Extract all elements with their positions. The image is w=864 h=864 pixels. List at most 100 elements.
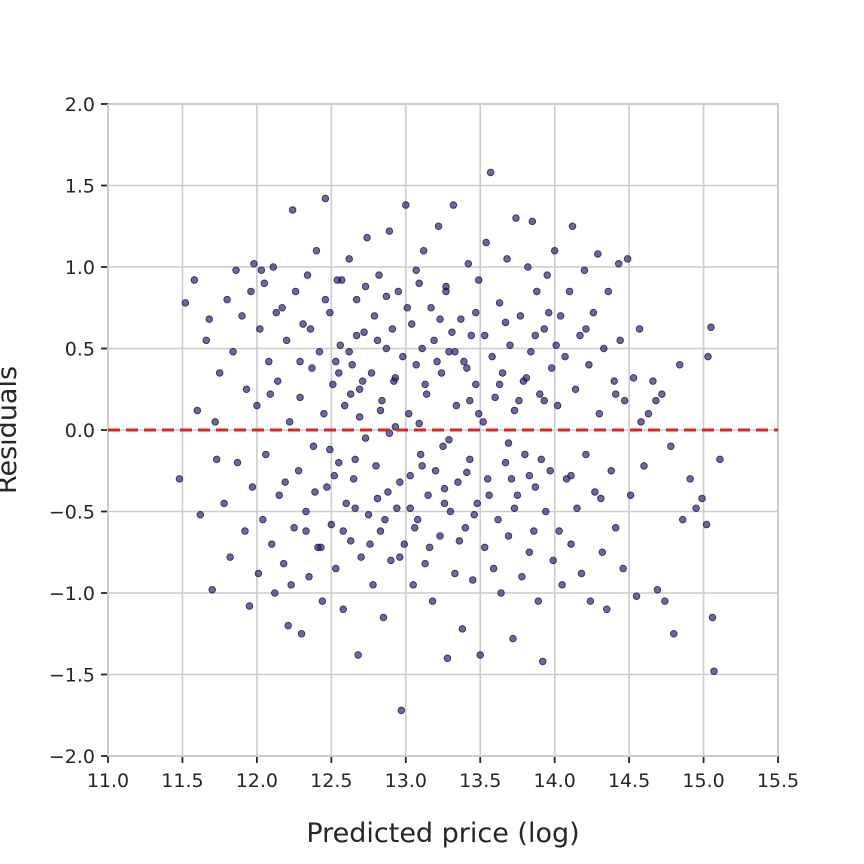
- data-point: [308, 364, 316, 372]
- data-point: [288, 206, 297, 214]
- data-point: [394, 287, 403, 296]
- data-point: [461, 524, 470, 532]
- data-point: [373, 336, 382, 345]
- data-point: [473, 499, 481, 508]
- x-tick-label: 11.0: [87, 770, 129, 792]
- data-point: [335, 458, 343, 467]
- x-tick-label: 14.5: [608, 770, 650, 792]
- data-point: [474, 276, 483, 284]
- data-point: [716, 455, 724, 464]
- data-point: [586, 597, 595, 605]
- data-point: [369, 581, 377, 589]
- data-point: [269, 263, 278, 271]
- data-point: [571, 385, 580, 394]
- data-point: [223, 295, 231, 304]
- data-point: [372, 462, 380, 470]
- data-point: [582, 325, 590, 333]
- points-layer: [175, 168, 724, 715]
- data-point: [296, 393, 304, 402]
- y-tick-label: −2.0: [49, 746, 95, 768]
- data-point: [595, 409, 604, 418]
- data-point: [431, 467, 440, 475]
- data-point: [326, 308, 334, 317]
- data-point: [437, 369, 446, 377]
- data-point: [415, 279, 423, 288]
- data-point: [321, 295, 330, 304]
- data-point: [238, 312, 246, 320]
- data-point: [640, 462, 648, 470]
- data-point: [576, 331, 584, 340]
- data-point: [412, 266, 420, 275]
- data-point: [513, 491, 522, 499]
- data-point: [212, 455, 221, 464]
- data-point: [275, 491, 283, 499]
- data-point: [271, 589, 279, 597]
- data-point: [415, 419, 423, 428]
- data-point: [406, 471, 414, 480]
- data-point: [710, 667, 718, 675]
- data-point: [501, 458, 510, 467]
- data-point: [558, 581, 566, 589]
- y-tick-label: 2.0: [65, 94, 95, 116]
- data-point: [248, 483, 257, 491]
- data-point: [266, 390, 275, 398]
- data-point: [546, 467, 554, 475]
- data-point: [436, 315, 444, 323]
- data-point: [597, 494, 605, 503]
- data-point: [472, 308, 480, 317]
- data-point: [413, 515, 422, 524]
- data-point: [351, 504, 359, 512]
- data-point: [282, 336, 291, 345]
- data-point: [302, 507, 310, 516]
- data-point: [339, 605, 347, 614]
- ticks-layer: 11.0 11.5 12.0 12.5 13.0 13.5 14.0 14.5 15.0 15.5…: [49, 94, 799, 792]
- data-point: [391, 422, 400, 431]
- data-point: [637, 418, 645, 426]
- data-point: [527, 348, 535, 356]
- data-point: [297, 630, 306, 638]
- y-tick-label: −1.0: [49, 583, 95, 605]
- data-point: [440, 499, 449, 508]
- data-point: [357, 553, 365, 561]
- data-point: [610, 377, 618, 385]
- data-point: [402, 201, 410, 209]
- data-point: [385, 227, 394, 235]
- data-point: [457, 315, 465, 323]
- data-point: [342, 499, 350, 508]
- data-point: [485, 491, 493, 499]
- data-point: [555, 527, 563, 535]
- data-point: [360, 328, 368, 336]
- data-point: [247, 287, 255, 296]
- data-point: [561, 352, 569, 361]
- data-point: [279, 559, 288, 568]
- data-point: [439, 442, 447, 451]
- data-point: [405, 409, 413, 418]
- data-point: [591, 488, 599, 496]
- data-point: [550, 246, 559, 255]
- data-point: [387, 556, 395, 565]
- data-point: [361, 434, 370, 442]
- data-point: [226, 553, 234, 561]
- y-tick-label: 1.0: [65, 257, 95, 279]
- data-point: [410, 524, 419, 532]
- data-point: [534, 597, 543, 605]
- y-tick-label: 0.0: [65, 420, 95, 442]
- data-point: [215, 369, 224, 377]
- data-point: [708, 613, 717, 622]
- data-point: [242, 385, 251, 394]
- data-point: [379, 613, 388, 622]
- data-point: [291, 287, 300, 296]
- data-point: [229, 348, 237, 356]
- data-point: [382, 292, 391, 301]
- data-point: [675, 361, 684, 369]
- data-point: [448, 328, 456, 336]
- data-point: [531, 483, 540, 491]
- data-point: [521, 450, 529, 459]
- data-point: [486, 168, 495, 177]
- data-point: [321, 194, 330, 203]
- data-point: [692, 504, 700, 512]
- data-point: [376, 527, 385, 535]
- data-point: [323, 483, 331, 491]
- data-point: [537, 455, 546, 464]
